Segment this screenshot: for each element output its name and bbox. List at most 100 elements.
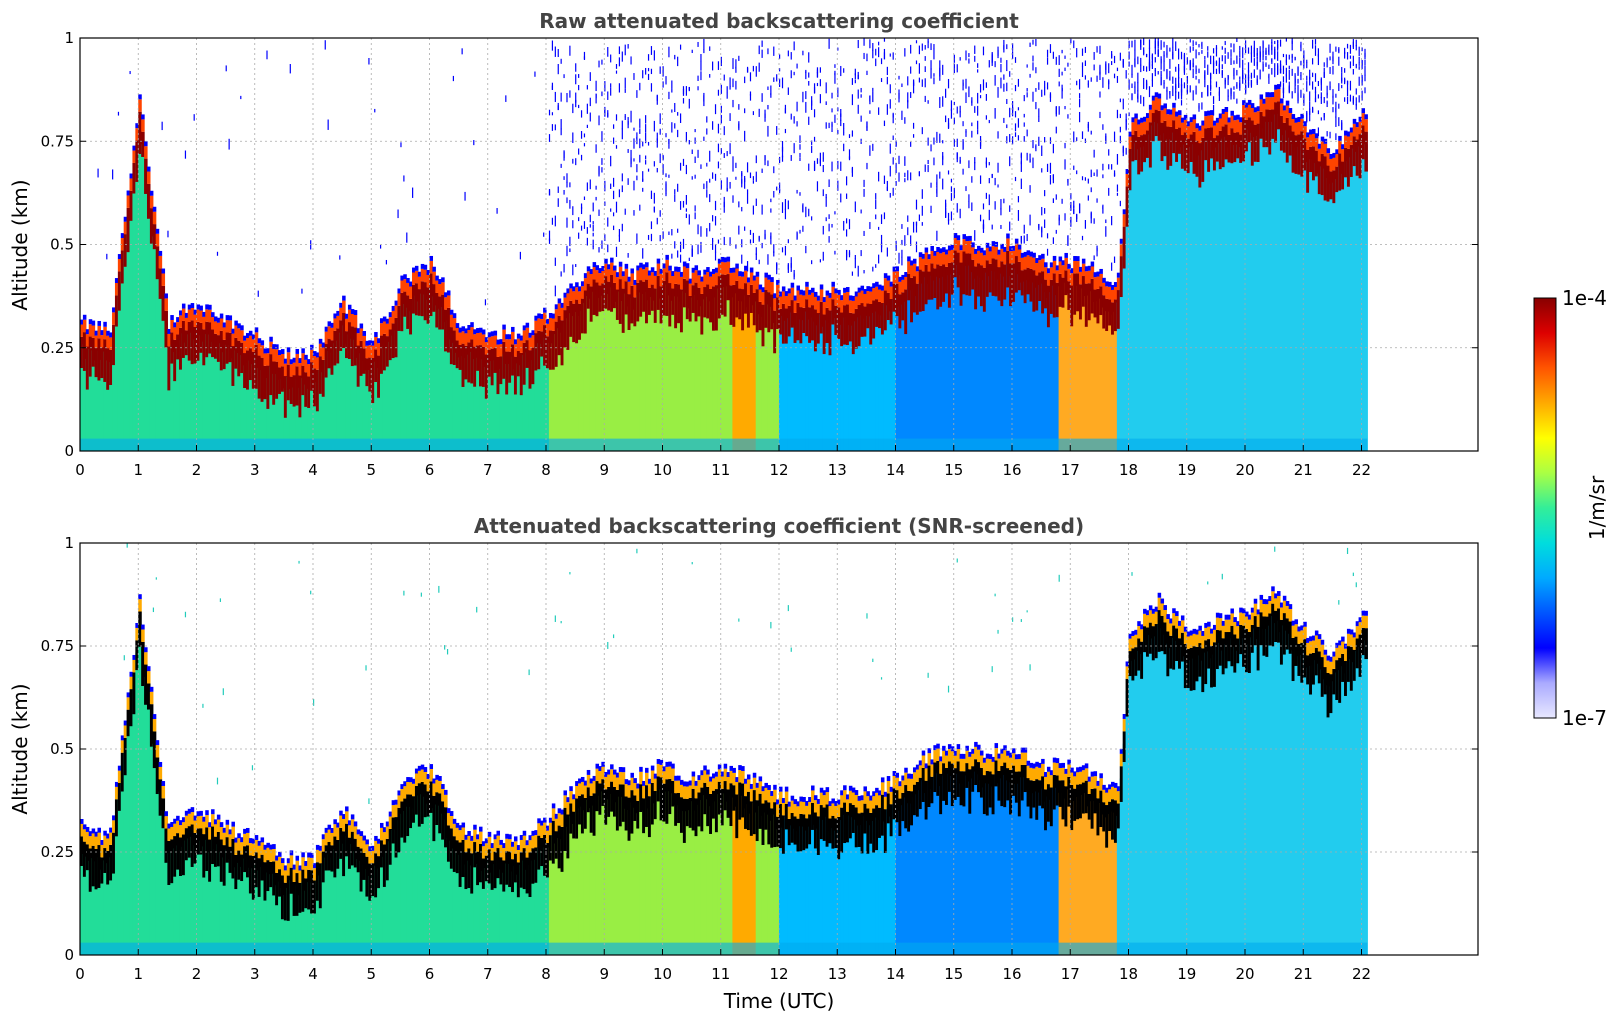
heat-cell-body xyxy=(802,826,806,955)
heat-cell-layer xyxy=(487,349,492,377)
heat-cell-body xyxy=(779,816,783,955)
noise-speck xyxy=(1143,96,1145,107)
noise-speck xyxy=(837,87,839,98)
heat-cell-edge-blue xyxy=(924,247,929,253)
noise-speck xyxy=(1285,54,1287,63)
heat-cell-body xyxy=(286,887,291,955)
heat-cell-layer xyxy=(694,798,699,837)
heat-cell-body xyxy=(414,295,419,451)
noise-speck xyxy=(1145,66,1148,72)
noise-speck xyxy=(557,49,559,58)
noise-speck xyxy=(1070,38,1072,44)
noise-speck xyxy=(1020,235,1022,243)
heat-cell-edge xyxy=(575,785,579,799)
noise-speck xyxy=(1320,117,1322,121)
heat-cell-body xyxy=(910,290,914,451)
noise-speck xyxy=(595,185,597,190)
heat-cell-body xyxy=(458,854,463,955)
heat-cell-body xyxy=(921,283,926,451)
heat-cell-edge xyxy=(974,746,978,760)
heat-cell-edge-blue xyxy=(184,312,189,318)
heat-cell-layer xyxy=(106,348,110,390)
heat-cell-layer xyxy=(1294,135,1299,174)
heat-cell-edge xyxy=(988,251,993,264)
heat-cell-edge xyxy=(158,255,163,269)
heat-cell-edge-blue xyxy=(1277,84,1281,90)
heat-cell-edge-blue xyxy=(1291,114,1296,119)
heat-cell-edge-blue xyxy=(915,266,920,272)
noise-speck xyxy=(927,672,929,678)
heat-cell-body xyxy=(1119,268,1124,451)
noise-speck xyxy=(551,40,554,51)
heat-cell-body xyxy=(1049,799,1054,955)
heat-cell-layer xyxy=(146,183,151,219)
heat-cell-layer xyxy=(939,773,943,815)
noise-speck xyxy=(1259,76,1261,80)
noise-speck xyxy=(1175,41,1177,51)
heat-cell-edge-blue xyxy=(543,817,547,823)
heat-cell-edge xyxy=(132,659,136,673)
heat-cell-edge-blue xyxy=(216,814,221,820)
heat-cell-edge-blue xyxy=(921,750,926,756)
heat-cell-layer xyxy=(1346,148,1351,187)
heat-cell-edge xyxy=(347,309,352,323)
heat-cell-edge-blue xyxy=(97,827,101,833)
heat-cell-body xyxy=(572,316,576,451)
heat-cell-body xyxy=(691,297,696,451)
heat-cell-body xyxy=(446,320,451,451)
heat-cell-layer xyxy=(100,347,104,379)
noise-speck xyxy=(1160,70,1162,76)
heat-cell-edge-blue xyxy=(1242,100,1246,106)
noise-speck xyxy=(1137,56,1139,65)
heat-cell-layer xyxy=(409,298,413,335)
heat-cell-edge-blue xyxy=(668,265,672,271)
noise-speck xyxy=(1137,82,1139,92)
heat-cell-body xyxy=(947,275,952,451)
heat-cell-edge xyxy=(918,257,923,270)
heat-cell-body xyxy=(636,295,640,451)
heat-cell-edge xyxy=(994,748,999,761)
heat-cell-body xyxy=(927,283,932,451)
heat-cell-layer xyxy=(752,790,757,835)
heat-cell-body xyxy=(580,311,585,451)
heat-cell-layer xyxy=(176,833,180,870)
heat-cell-body xyxy=(682,811,687,955)
heat-cell-body xyxy=(971,778,975,955)
noise-speck xyxy=(578,74,580,78)
noise-speck xyxy=(991,666,993,673)
noise-speck xyxy=(1227,74,1229,86)
noise-speck xyxy=(1113,170,1116,176)
heat-cell-body xyxy=(677,296,681,451)
heat-cell-edge-blue xyxy=(1221,108,1226,114)
heat-cell-layer xyxy=(141,131,145,157)
heat-cell-edge xyxy=(886,280,891,293)
heat-cell-layer xyxy=(749,801,754,836)
heat-cell-edge xyxy=(764,277,768,291)
heat-cell-body xyxy=(950,274,955,451)
heat-cell-edge xyxy=(161,785,166,799)
heat-cell-edge-blue xyxy=(639,262,643,268)
heat-cell-body xyxy=(94,360,99,451)
heat-cell-edge xyxy=(1253,112,1258,125)
heat-cell-body xyxy=(904,797,908,955)
heat-cell-edge-blue xyxy=(368,846,372,852)
heat-cell-edge-blue xyxy=(601,761,605,767)
heat-cell-edge-blue xyxy=(863,786,867,792)
noise-speck xyxy=(674,102,676,113)
heat-cell-edge-blue xyxy=(1012,748,1016,754)
noise-speck xyxy=(927,100,929,104)
heat-cell-edge-blue xyxy=(569,786,573,792)
noise-speck xyxy=(950,108,953,119)
heat-cell-layer xyxy=(237,850,241,880)
heat-cell-layer xyxy=(1285,117,1290,163)
heat-cell-edge-blue xyxy=(1358,116,1363,122)
noise-speck xyxy=(761,242,763,249)
heat-cell-layer xyxy=(394,317,399,358)
noise-speck xyxy=(621,120,623,130)
noise-speck xyxy=(1105,133,1107,142)
noise-speck xyxy=(1311,106,1314,113)
y-ticks-raw: 00.250.50.751 xyxy=(41,29,1478,460)
heat-cell-body xyxy=(1218,143,1223,451)
heat-cell-layer xyxy=(1014,771,1019,803)
heat-cell-edge-blue xyxy=(653,270,658,276)
